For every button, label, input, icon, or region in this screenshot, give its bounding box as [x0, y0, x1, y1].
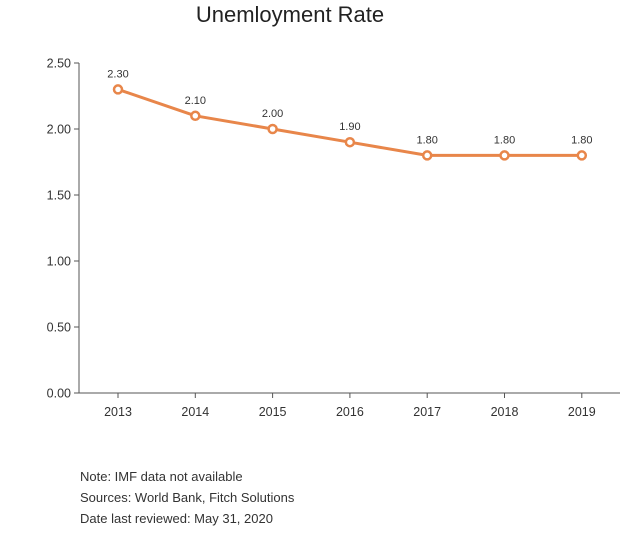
y-tick-label: 1.50 [47, 189, 71, 203]
y-tick-label: 2.50 [47, 57, 71, 71]
data-point [421, 150, 433, 161]
data-label: 2.30 [107, 68, 128, 80]
note-text: Note: IMF data not available [80, 469, 243, 484]
x-tick-label: 2018 [491, 405, 519, 419]
data-labels: 2.30 2.10 2.00 1.90 1.80 1.80 1.80 [107, 68, 592, 146]
x-axis-ticks: 2013 2014 2015 2016 2017 2018 2019 [104, 393, 596, 419]
date-reviewed-text: Date last reviewed: May 31, 2020 [80, 511, 273, 526]
data-point [190, 110, 201, 122]
data-point [499, 150, 510, 161]
data-point [344, 136, 356, 148]
chart-notes: Note: IMF data not available Sources: Wo… [80, 466, 294, 529]
data-label: 1.80 [571, 134, 592, 146]
y-tick-label: 0.50 [47, 321, 71, 335]
data-point [576, 150, 588, 161]
x-tick-label: 2017 [413, 405, 441, 419]
data-label: 2.00 [262, 108, 283, 120]
x-tick-label: 2013 [104, 405, 132, 419]
chart-title: Unemloyment Rate [195, 2, 385, 27]
x-tick-label: 2015 [259, 405, 287, 419]
y-tick-label: 1.00 [47, 255, 71, 269]
x-tick-label: 2014 [181, 405, 209, 419]
data-label: 1.80 [416, 134, 437, 146]
x-tick-label: 2016 [336, 405, 364, 419]
sources-text: Sources: World Bank, Fitch Solutions [80, 490, 295, 505]
data-point [267, 123, 278, 135]
data-label: 2.10 [185, 95, 206, 107]
y-tick-label: 2.00 [47, 123, 71, 137]
series-layer [112, 84, 588, 161]
y-axis-ticks: 0.00 0.50 1.00 1.50 2.00 2.50 [47, 57, 79, 401]
x-tick-label: 2019 [568, 405, 596, 419]
data-label: 1.80 [494, 134, 515, 146]
chart-axes [78, 63, 620, 394]
data-point [112, 84, 124, 95]
y-tick-label: 0.00 [47, 387, 71, 401]
data-label: 1.90 [339, 121, 360, 133]
